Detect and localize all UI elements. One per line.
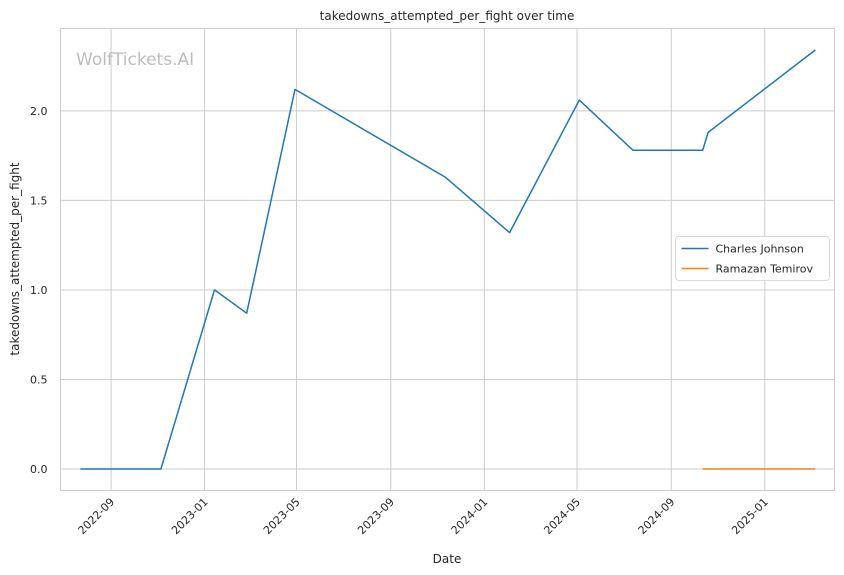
plot-frame: [60, 28, 835, 491]
series-lines: [80, 49, 816, 470]
y-tick-label: 1.0: [30, 284, 48, 297]
y-tick-label: 0.0: [30, 463, 48, 476]
x-axis-label: Date: [433, 552, 462, 566]
chart-title: takedowns_attempted_per_fight over time: [320, 9, 575, 23]
legend-label-charles-johnson: Charles Johnson: [716, 243, 804, 256]
y-tick-label: 2.0: [30, 105, 48, 118]
legend-label-ramazan-temirov: Ramazan Temirov: [716, 263, 814, 276]
watermark: WolfTickets.AI: [76, 50, 194, 70]
y-tick-labels: 0.0 0.5 1.0 1.5 2.0: [30, 105, 48, 476]
legend: Charles Johnson Ramazan Temirov: [675, 236, 830, 281]
y-tick-label: 0.5: [30, 373, 48, 386]
y-tick-label: 1.5: [30, 194, 48, 207]
y-axis-label: takedowns_attempted_per_fight: [8, 162, 22, 355]
series-line-charles-johnson: [80, 49, 816, 470]
legend-box: [675, 236, 830, 281]
